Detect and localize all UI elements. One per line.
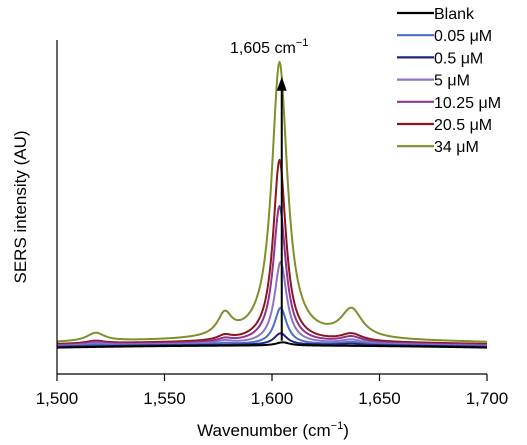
legend-label-34-m: 34 μM [434,139,479,156]
x-tick-label-1700: 1,700 [466,389,509,408]
peak-annotation-label: 1,605 cm−1 [230,37,308,57]
legend-label-0-5-m: 0.5 μM [434,50,483,67]
series-line-10-25-m [56,205,488,347]
x-tick-label-1500: 1,500 [36,389,79,408]
legend-label-10-25-m: 10.25 μM [434,95,501,112]
legend-label-0-05-m: 0.05 μM [434,28,492,45]
peak-annotation-arrowhead [276,76,287,91]
x-axis-ticks: 1,500 1,550 1,600 1,650 1,700 [36,374,509,408]
legend-label-20-5-m: 20.5 μM [434,117,492,134]
series-line-blank [56,341,488,349]
x-tick-label-1550: 1,550 [143,389,186,408]
spectra-lines [56,60,488,349]
x-tick-label-1650: 1,650 [358,389,401,408]
series-line-34-m [56,60,488,343]
series-line-20-5-m [56,158,488,345]
peak-annotation: 1,605 cm−1 [230,37,308,341]
legend: Blank 0.05 μM 0.5 μM 5 μM 10.25 μM 20.5 μM 34 … [397,6,501,156]
y-axis-label: SERS intensity (AU) [11,130,30,283]
x-axis-label: Wavenumber (cm−1) [197,420,349,440]
legend-label-5-m: 5 μM [434,73,470,90]
x-tick-label-1600: 1,600 [251,389,294,408]
legend-label-blank: Blank [434,6,475,23]
